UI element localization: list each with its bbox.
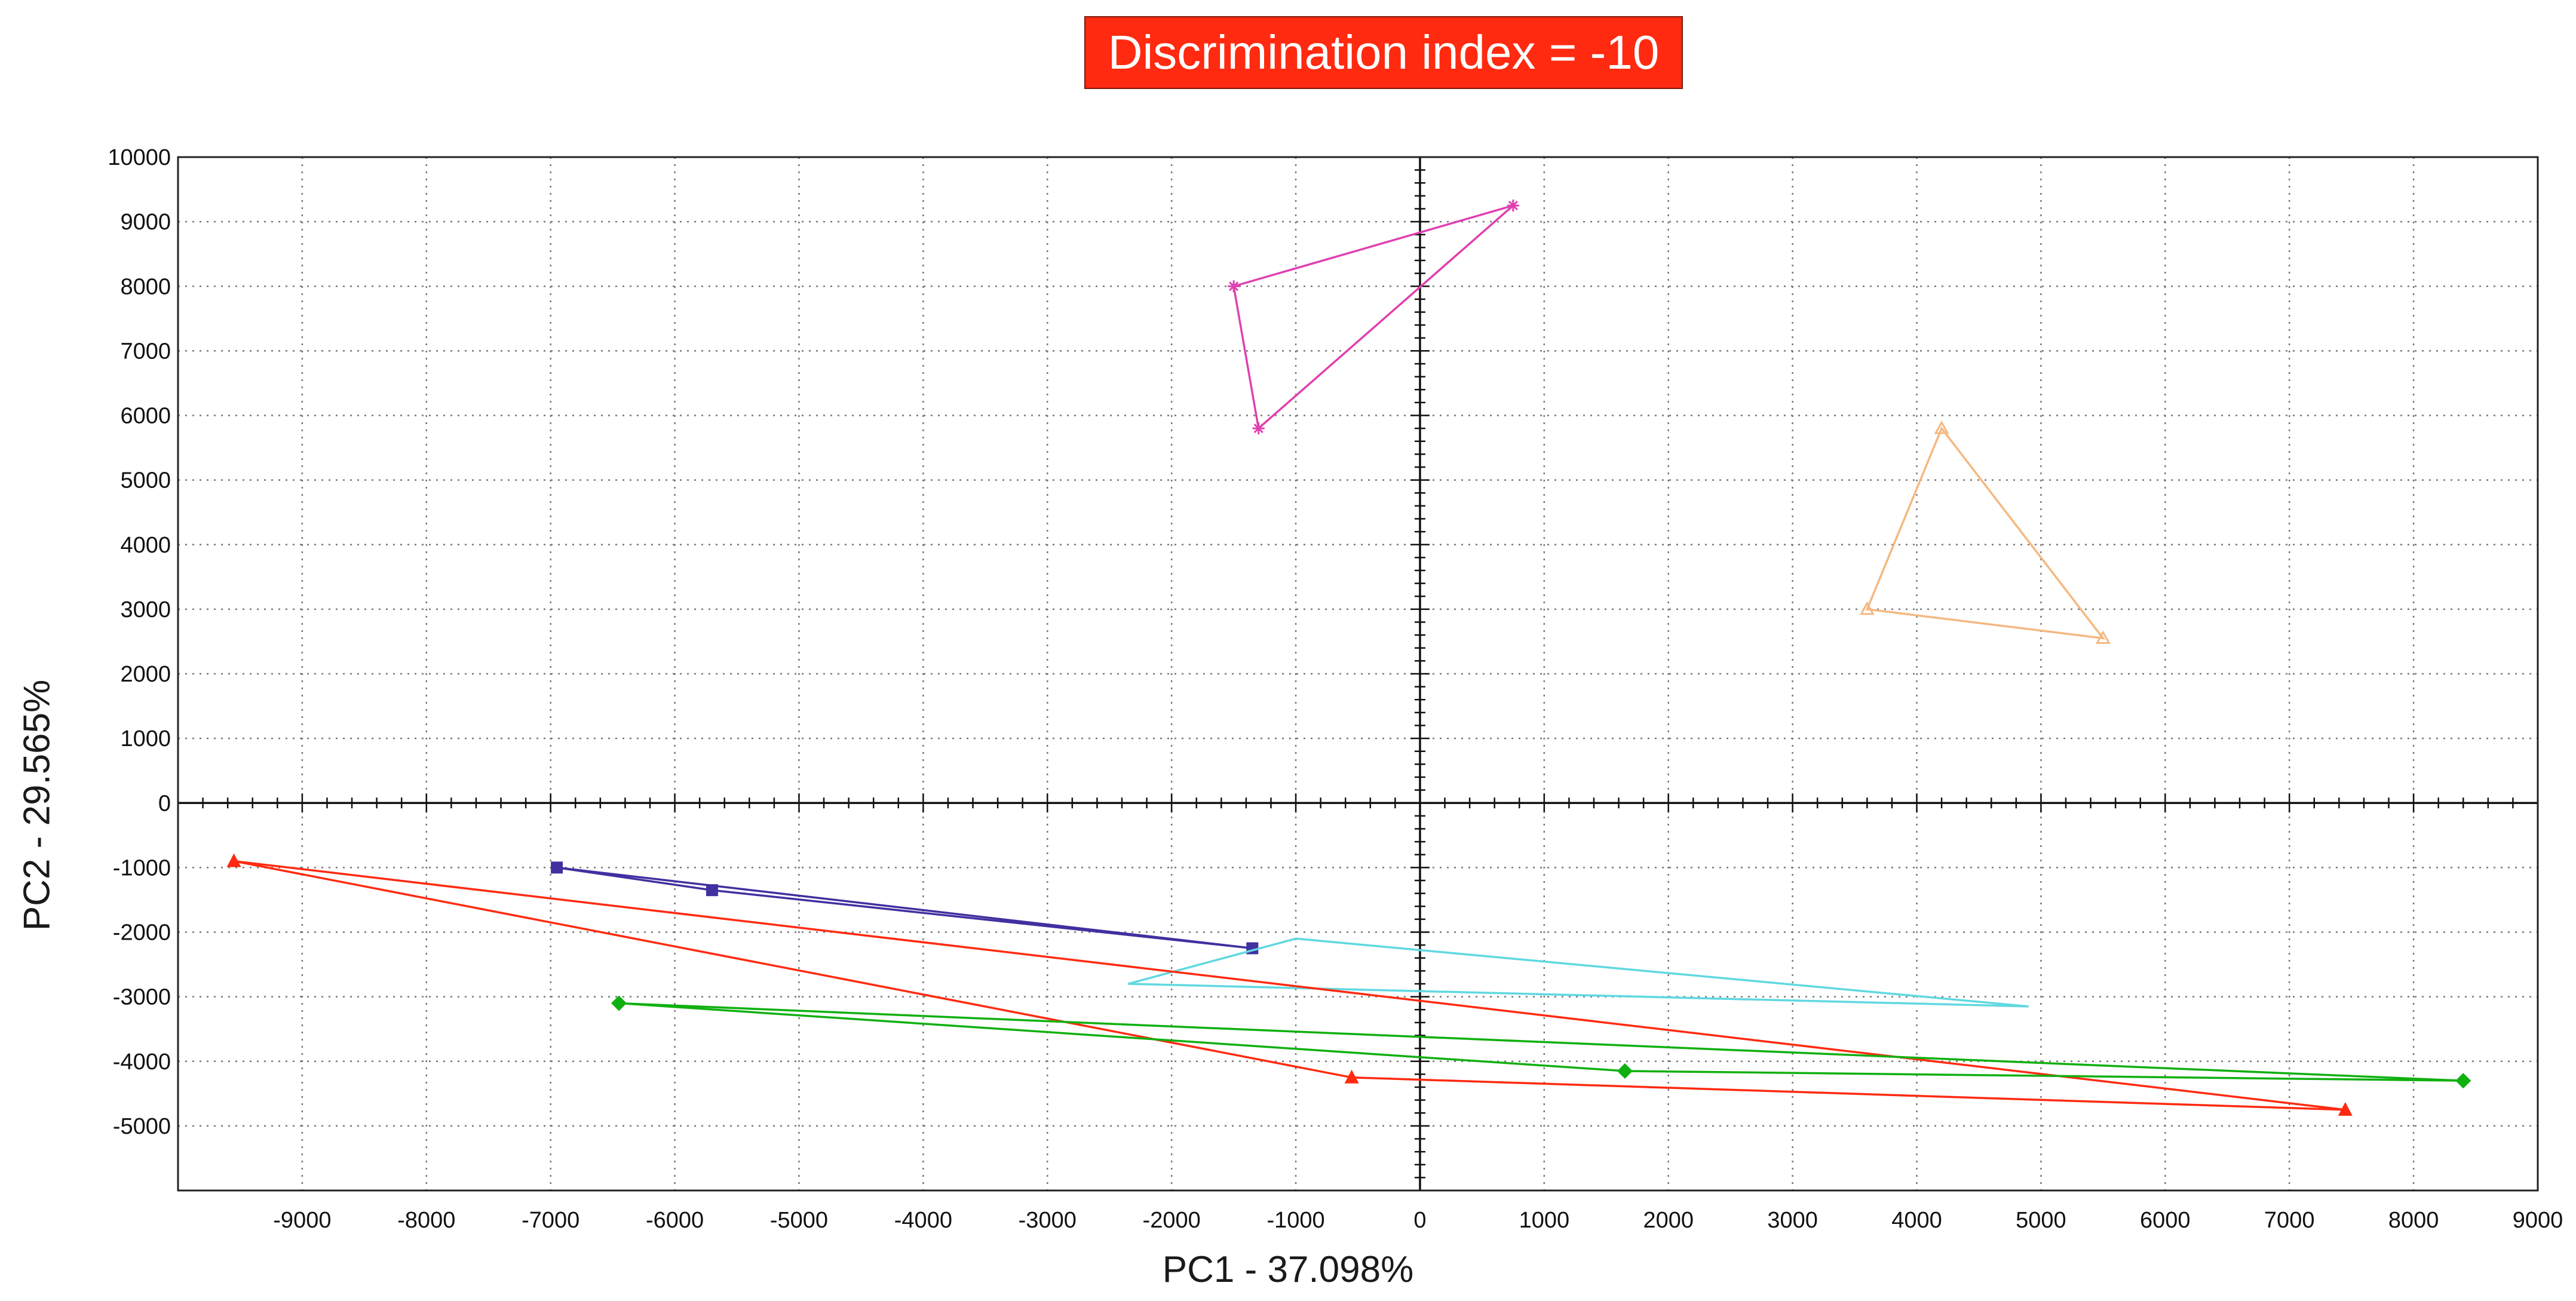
series-group-4 bbox=[1127, 937, 2029, 1008]
series-group-2 bbox=[1859, 421, 2111, 645]
series-group-3 bbox=[551, 861, 1259, 955]
series-group-6 bbox=[611, 995, 2471, 1089]
x-tick-label: -8000 bbox=[397, 1208, 455, 1233]
data-series bbox=[226, 200, 2471, 1116]
series-line-1 bbox=[1232, 204, 1514, 431]
y-tick-label: -3000 bbox=[113, 985, 171, 1010]
y-tick-label: -4000 bbox=[113, 1050, 171, 1075]
y-tick-label: 6000 bbox=[120, 404, 171, 429]
data-point bbox=[2455, 1073, 2471, 1089]
data-point bbox=[1859, 601, 1875, 615]
y-tick-label: 9000 bbox=[120, 210, 171, 235]
series-group-1 bbox=[1228, 200, 1519, 435]
data-point bbox=[2338, 1101, 2353, 1116]
data-point bbox=[1934, 421, 1949, 434]
x-tick-label: 6000 bbox=[2140, 1208, 2191, 1233]
x-tick-label: -3000 bbox=[1019, 1208, 1077, 1233]
x-tick-label: 3000 bbox=[1767, 1208, 1818, 1233]
x-tick-label: -7000 bbox=[522, 1208, 579, 1233]
x-tick-label: 8000 bbox=[2388, 1208, 2439, 1233]
data-point bbox=[226, 853, 241, 867]
zero-axes bbox=[177, 156, 2539, 1192]
grid-lines bbox=[178, 157, 2538, 1190]
series-line-2 bbox=[1865, 426, 2106, 640]
data-point bbox=[551, 861, 563, 874]
plot-frame bbox=[177, 156, 2539, 1192]
y-axis-label: PC2 - 29.565% bbox=[16, 679, 58, 931]
x-tick-label: 2000 bbox=[1643, 1208, 1694, 1233]
data-point bbox=[1617, 1063, 1633, 1079]
data-point bbox=[1228, 280, 1240, 293]
series-line-5 bbox=[234, 860, 2345, 1111]
x-tick-label: -9000 bbox=[273, 1208, 331, 1233]
y-tick-label: 7000 bbox=[120, 339, 171, 364]
y-tick-label: 10000 bbox=[108, 145, 171, 170]
x-tick-label: 9000 bbox=[2513, 1208, 2563, 1233]
data-point bbox=[611, 995, 627, 1011]
y-tick-label: -2000 bbox=[113, 920, 171, 946]
x-tick-label: 7000 bbox=[2264, 1208, 2315, 1233]
y-tick-label: -1000 bbox=[113, 855, 171, 880]
tick-labels: -9000 -8000 -7000 -6000 -5000 -4000 -3000 -2000… bbox=[108, 145, 2563, 1233]
y-tick-label: 0 bbox=[158, 791, 171, 816]
y-tick-label: 5000 bbox=[120, 468, 171, 493]
x-tick-label: 1000 bbox=[1519, 1208, 1570, 1233]
data-point bbox=[1252, 422, 1265, 435]
series-line-3 bbox=[556, 866, 1253, 950]
data-point bbox=[706, 884, 718, 897]
x-tick-label: 5000 bbox=[2016, 1208, 2066, 1233]
y-tick-label: 4000 bbox=[120, 533, 171, 558]
x-tick-label: -5000 bbox=[770, 1208, 828, 1233]
x-tick-label: -2000 bbox=[1143, 1208, 1201, 1233]
x-axis-label: PC1 - 37.098% bbox=[1162, 1249, 1414, 1290]
y-tick-label: 8000 bbox=[120, 274, 171, 299]
x-tick-label: -1000 bbox=[1266, 1208, 1324, 1233]
data-point bbox=[1344, 1069, 1359, 1084]
y-tick-label: 1000 bbox=[120, 726, 171, 751]
series-group-5 bbox=[226, 853, 2353, 1116]
discrimination-index-banner: Discrimination index = -10 bbox=[1084, 16, 1683, 89]
x-tick-label: 0 bbox=[1413, 1208, 1426, 1233]
data-point bbox=[2095, 630, 2111, 645]
y-tick-label: 3000 bbox=[120, 597, 171, 622]
y-tick-label: 2000 bbox=[120, 662, 171, 687]
series-line-6 bbox=[618, 1002, 2464, 1082]
y-tick-label: -5000 bbox=[113, 1114, 171, 1139]
data-point bbox=[1507, 200, 1519, 212]
series-line-4 bbox=[1127, 937, 2029, 1008]
x-tick-label: 4000 bbox=[1891, 1208, 1942, 1233]
x-tick-label: -4000 bbox=[894, 1208, 952, 1233]
x-tick-label: -6000 bbox=[646, 1208, 704, 1233]
